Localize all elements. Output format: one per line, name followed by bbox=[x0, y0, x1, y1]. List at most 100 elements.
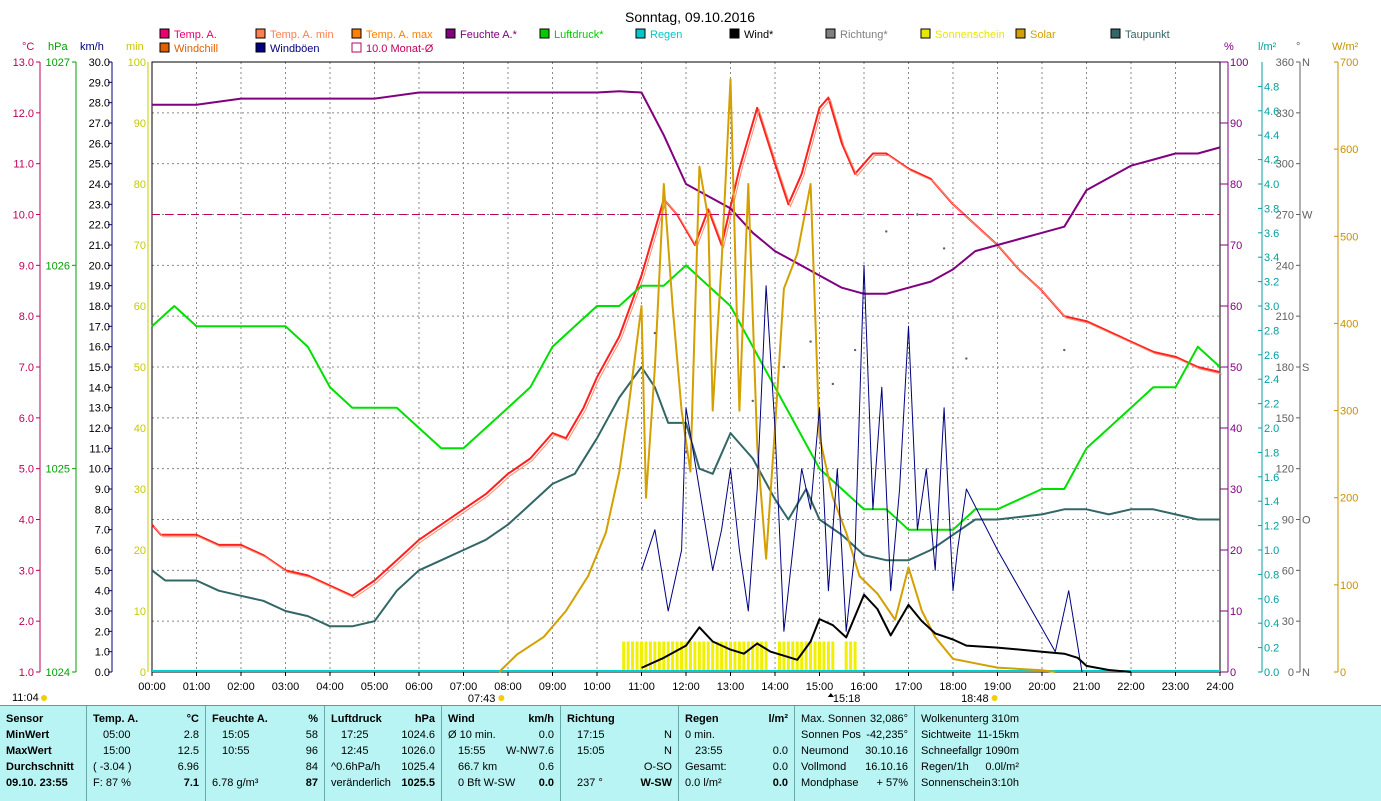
sunshine-bar bbox=[706, 641, 710, 672]
axes: 1.0 2.0 3.0 4.0 5.0 6.0 7.0 8.0 9.0 10.0 11.0 12.0 1… bbox=[13, 57, 1359, 679]
kmh-tick-label: 23.0 bbox=[89, 199, 110, 211]
time-tick-label: 06:00 bbox=[405, 681, 433, 693]
degree-tick-label: 0 bbox=[1288, 667, 1294, 679]
legend-swatch bbox=[351, 42, 362, 53]
degree-tick-label: 90 bbox=[1282, 515, 1294, 527]
legend-swatch bbox=[1015, 28, 1026, 39]
legend-swatch bbox=[635, 28, 646, 39]
sunshine-bar bbox=[657, 641, 661, 672]
sunshine-bar bbox=[631, 641, 635, 672]
time-tick-label: 24:00 bbox=[1206, 681, 1234, 693]
row-label-min: MinWert bbox=[6, 729, 50, 741]
time-tick-label: 15:00 bbox=[806, 681, 834, 693]
rain-tick-label: 0.0 bbox=[1264, 667, 1279, 679]
sunshine-bar bbox=[804, 641, 808, 672]
extra-value-visibility: 11-15km bbox=[977, 729, 1019, 741]
temp-avg-note: ( -3.04 ) bbox=[93, 761, 132, 773]
temp-unit: °C bbox=[186, 713, 199, 725]
series-layer bbox=[151, 78, 1223, 673]
degree-tick-label: 270 bbox=[1276, 210, 1294, 222]
sunshine-bar bbox=[746, 641, 750, 672]
rain-total-value: 0.0 bbox=[772, 761, 788, 773]
percent-tick-label: 100 bbox=[1230, 57, 1248, 69]
celsius-tick-label: 11.0 bbox=[13, 159, 34, 171]
sunshine-bar bbox=[711, 641, 715, 672]
extra-label-snowline: Schneefallgr bbox=[921, 745, 983, 757]
wm2-tick-label: 700 bbox=[1340, 57, 1358, 69]
legend-label: Temp. A. bbox=[174, 29, 217, 41]
kmh-tick-label: 10.0 bbox=[89, 464, 110, 476]
degree-tick-label: 210 bbox=[1276, 311, 1294, 323]
sunshine-bar bbox=[688, 641, 692, 672]
extra-value-cloud: 310m bbox=[991, 713, 1019, 725]
percent-tick-label: 90 bbox=[1230, 118, 1242, 130]
sunshine-bar bbox=[818, 641, 821, 672]
temp-max-value: 12.5 bbox=[177, 745, 199, 757]
sunshine-bar bbox=[737, 641, 741, 672]
hpa-tick-label: 1026 bbox=[46, 260, 70, 272]
sunshine-bar bbox=[697, 641, 701, 672]
humidity-min-time: 15:05 bbox=[222, 729, 250, 741]
rain-duration: 0 min. bbox=[685, 729, 715, 741]
sunrise-label: 07:43 bbox=[468, 693, 496, 705]
celsius-tick-label: 8.0 bbox=[19, 311, 34, 323]
rain-max-value: 0.0 bbox=[772, 745, 788, 757]
humidity-max-value: 96 bbox=[305, 745, 318, 757]
kmh-tick-label: 19.0 bbox=[89, 281, 110, 293]
kmh-tick-label: 14.0 bbox=[89, 382, 110, 394]
unit-rain: l/m² bbox=[1258, 41, 1277, 53]
sunshine-bar bbox=[760, 641, 764, 672]
current-time-label: 11:04 bbox=[12, 692, 39, 704]
time-tick-label: 00:00 bbox=[138, 681, 166, 693]
sunshine-bar bbox=[795, 641, 799, 672]
direction-point bbox=[853, 348, 857, 352]
kmh-tick-label: 15.0 bbox=[89, 362, 110, 374]
degree-tick-label: 30 bbox=[1282, 616, 1294, 628]
sunshine-bar bbox=[720, 641, 724, 672]
rain-tick-label: 0.6 bbox=[1264, 594, 1279, 606]
rain-tick-label: 2.2 bbox=[1264, 399, 1279, 411]
sunshine-bar bbox=[742, 641, 746, 672]
time-tick-label: 04:00 bbox=[316, 681, 344, 693]
sunshine-bar bbox=[635, 641, 639, 672]
legend-swatch bbox=[825, 28, 836, 39]
wind-avg10-label: Ø 10 min. bbox=[448, 729, 496, 741]
extra-label-rain-1h: Regen/1h bbox=[921, 761, 969, 773]
wm2-tick-label: 100 bbox=[1340, 580, 1358, 592]
pressure-avg-value: 1025.4 bbox=[401, 761, 435, 773]
solar-noon-label: 15:18 bbox=[833, 693, 861, 705]
time-tick-label: 22:00 bbox=[1117, 681, 1145, 693]
rain-max-time: 23:55 bbox=[695, 745, 723, 757]
min-tick-label: 50 bbox=[134, 362, 146, 374]
degree-tick-compass: N bbox=[1302, 57, 1310, 69]
direction-point bbox=[831, 382, 835, 386]
stats-table: Sensor MinWert MaxWert Durchschnitt 09.1… bbox=[0, 705, 1381, 801]
sunshine-bar bbox=[640, 641, 643, 672]
direction-point bbox=[1063, 348, 1066, 352]
sunshine-bar bbox=[782, 641, 786, 672]
extra-label-visibility: Sichtweite bbox=[921, 729, 972, 741]
time-tick-label: 07:00 bbox=[450, 681, 478, 693]
direction-min-value: N bbox=[664, 729, 672, 741]
direction-point bbox=[942, 247, 946, 250]
unit-degree: ° bbox=[1296, 41, 1300, 53]
direction-max-time: 15:05 bbox=[577, 745, 605, 757]
sunshine-bar bbox=[751, 641, 755, 672]
kmh-tick-label: 22.0 bbox=[89, 220, 110, 232]
legend-swatch bbox=[920, 28, 931, 39]
extra-value-sunshine: 3:10h bbox=[991, 777, 1019, 789]
pressure-header: Luftdruck bbox=[331, 713, 382, 725]
time-tick-label: 21:00 bbox=[1073, 681, 1101, 693]
sunshine-bar bbox=[755, 641, 759, 672]
rain-tick-label: 4.2 bbox=[1264, 155, 1279, 167]
min-tick-label: 30 bbox=[134, 484, 146, 496]
rain-header: Regen bbox=[685, 713, 719, 725]
min-tick-label: 10 bbox=[134, 606, 146, 618]
humidity-min-value: 58 bbox=[305, 729, 318, 741]
kmh-tick-label: 27.0 bbox=[89, 118, 110, 130]
sunshine-bar bbox=[622, 641, 626, 672]
col-humidity: Feuchte A.% 15:05 58 10:55 96 84 6.78 g/m³… bbox=[206, 706, 325, 801]
wm2-tick-label: 300 bbox=[1340, 406, 1358, 418]
legend-swatch bbox=[729, 28, 740, 39]
sunshine-bar bbox=[715, 641, 719, 672]
